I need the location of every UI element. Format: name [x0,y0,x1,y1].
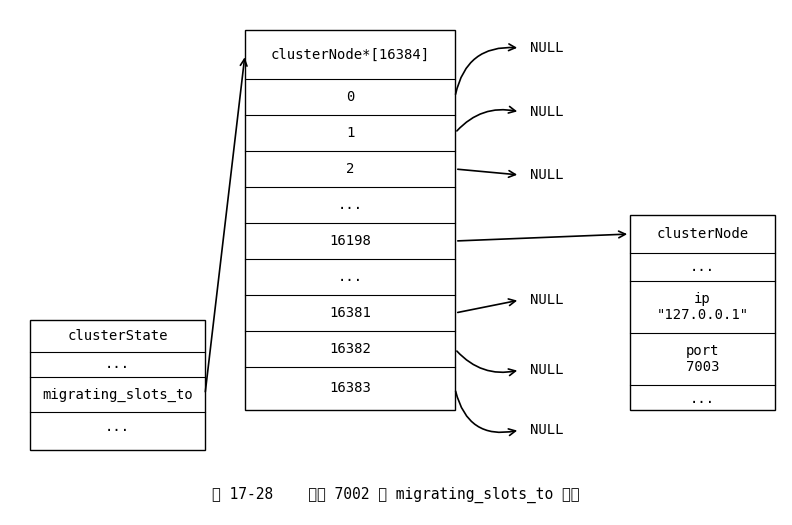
Text: ...: ... [105,420,130,434]
Bar [245,30,455,410]
Text: NULL: NULL [530,168,563,182]
Text: NULL: NULL [530,423,563,437]
Bar [630,215,775,410]
Text: 16382: 16382 [329,342,371,356]
Text: 图 17-28    节点 7002 的 migrating_slots_to 数组: 图 17-28 节点 7002 的 migrating_slots_to 数组 [212,487,580,503]
Text: 2: 2 [346,162,354,176]
Text: migrating_slots_to: migrating_slots_to [42,387,193,402]
Text: clusterState: clusterState [67,329,168,343]
Text: 16381: 16381 [329,306,371,320]
Text: ...: ... [690,392,715,406]
Text: NULL: NULL [530,105,563,119]
Text: 16383: 16383 [329,382,371,395]
Text: NULL: NULL [530,293,563,307]
Text: ...: ... [690,260,715,274]
Text: port
7003: port 7003 [686,344,719,374]
Text: ip
"127.0.0.1": ip "127.0.0.1" [657,292,748,322]
Text: ...: ... [337,270,363,284]
Text: 16198: 16198 [329,234,371,248]
Bar [30,320,205,450]
Text: ...: ... [105,358,130,372]
Text: NULL: NULL [530,363,563,377]
Text: ...: ... [337,198,363,212]
Text: clusterNode*[16384]: clusterNode*[16384] [270,47,429,61]
Text: 0: 0 [346,90,354,104]
Text: 1: 1 [346,126,354,140]
Text: clusterNode: clusterNode [657,227,748,241]
Text: NULL: NULL [530,41,563,55]
